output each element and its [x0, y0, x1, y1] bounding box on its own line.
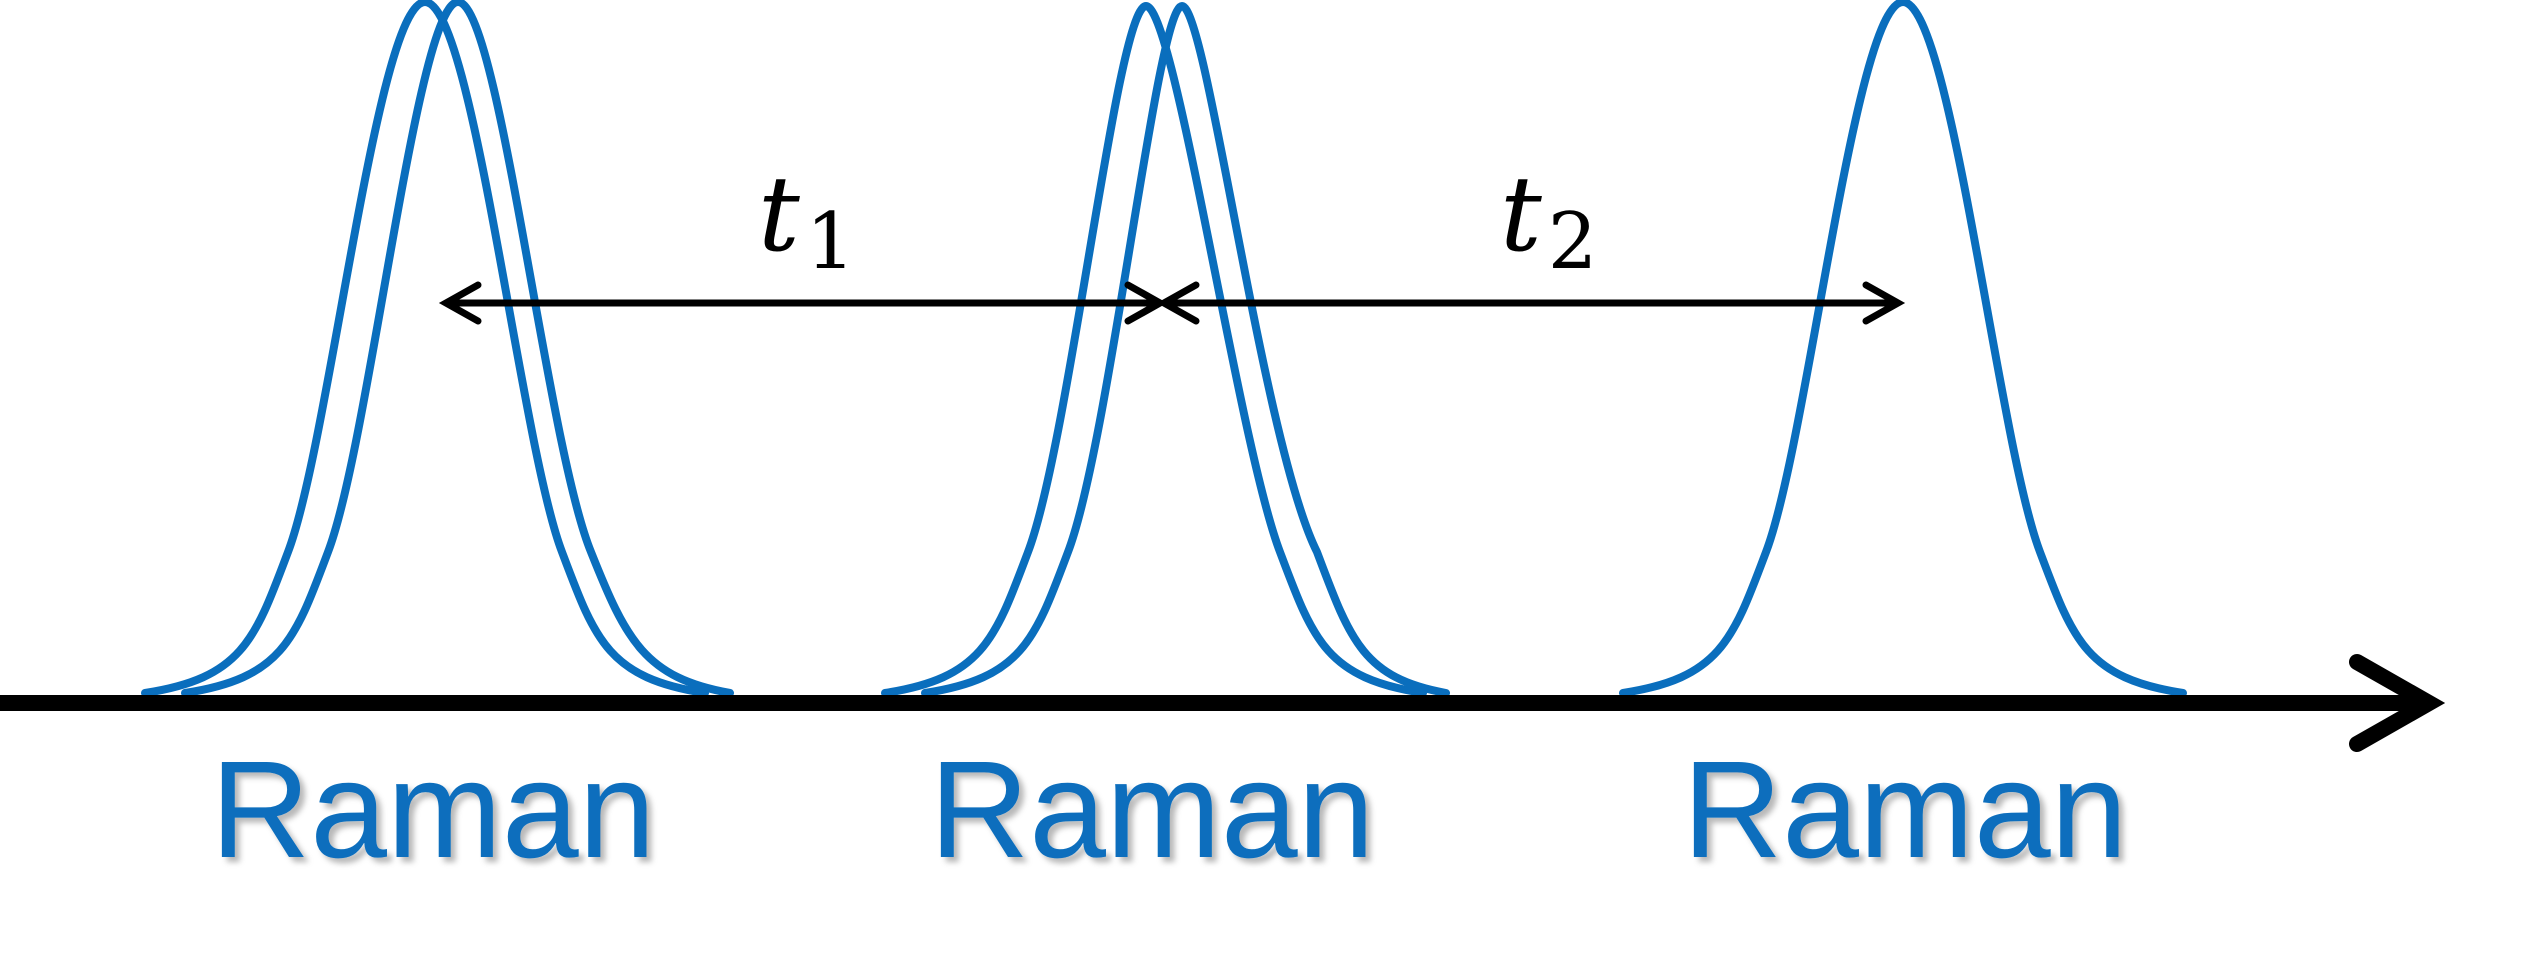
- interval-t1-symbol: t: [758, 153, 800, 275]
- time-axis: [0, 654, 2446, 752]
- pulse-label-2: Raman: [930, 733, 1375, 887]
- interval-t2-label: t2: [1500, 153, 1597, 287]
- interval-t2: t2: [1156, 153, 1906, 325]
- interval-t2-left-arrowhead: [1156, 281, 1200, 325]
- pulse-label-1: Raman: [211, 733, 656, 887]
- interval-t2-right-arrowhead: [1862, 281, 1906, 325]
- interval-t2-subscript: 2: [1548, 197, 1598, 287]
- pulse-group-3: [1619, 0, 2187, 697]
- pulse-3-curve: [1619, 0, 2187, 697]
- pulse-2b-curve: [921, 2, 1450, 697]
- interval-t1-label: t1: [758, 153, 855, 287]
- pulse-2a-curve: [881, 2, 1427, 697]
- pulse-1b-curve: [181, 0, 734, 697]
- interval-t2-symbol: t: [1500, 153, 1542, 275]
- time-axis-arrowhead: [2349, 654, 2446, 752]
- pulse-1a-curve: [141, 0, 709, 697]
- interval-t1-left-arrowhead: [438, 281, 482, 325]
- pulse-group-1: [141, 0, 734, 697]
- pulse-group-2: [881, 2, 1450, 697]
- interval-t1: t1: [438, 153, 1168, 325]
- pulse-label-3: Raman: [1683, 733, 2128, 887]
- pulse-labels: Raman Raman Raman: [211, 733, 2128, 887]
- interval-t1-subscript: 1: [806, 197, 856, 287]
